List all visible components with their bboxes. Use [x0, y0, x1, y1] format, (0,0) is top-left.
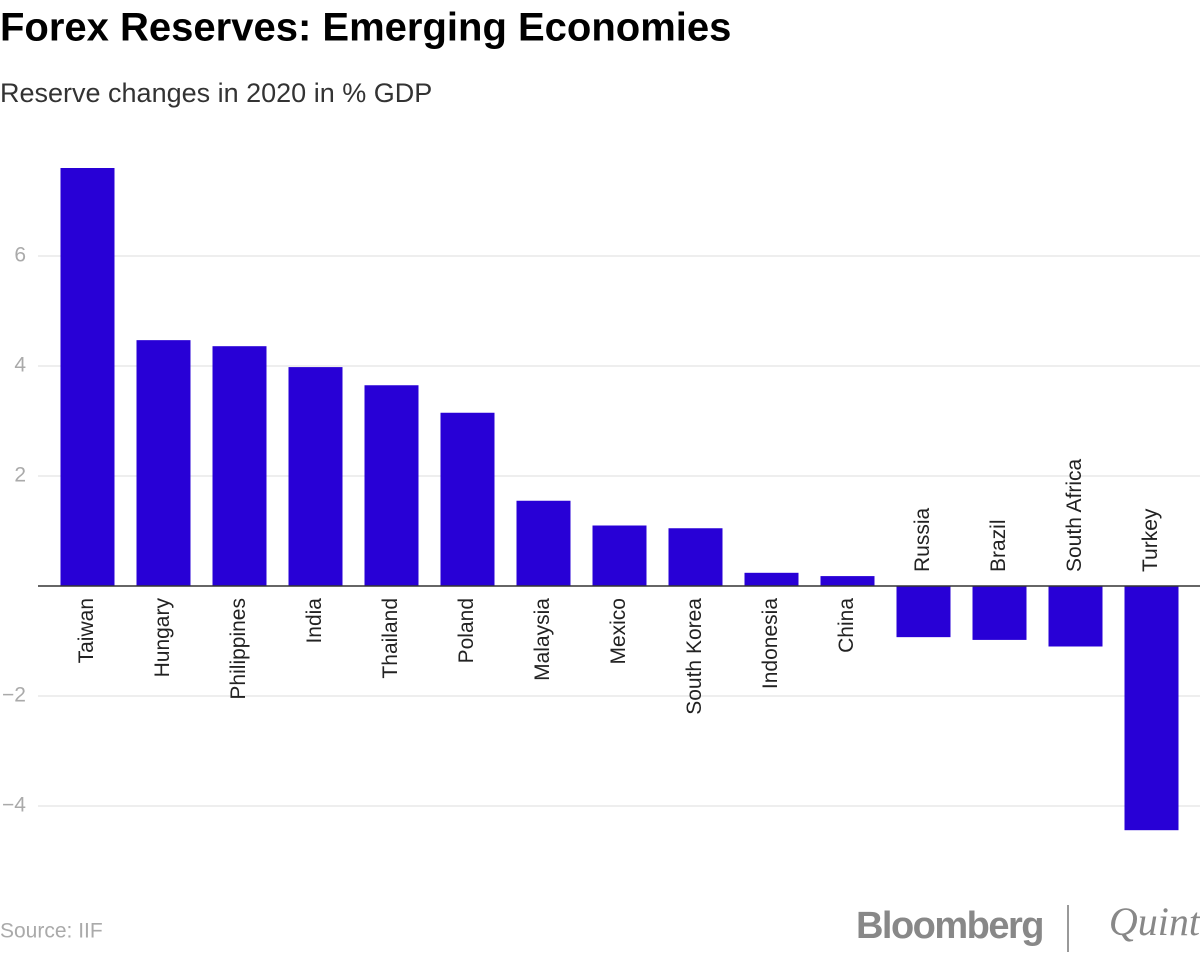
- bar: [820, 576, 875, 586]
- chart-subtitle: Reserve changes in 2020 in % GDP: [0, 78, 432, 108]
- bar: [1048, 586, 1103, 647]
- x-tick-label: Brazil: [987, 519, 1010, 572]
- bar: [1124, 586, 1179, 831]
- bar: [60, 168, 115, 586]
- y-tick-label: 2: [14, 464, 26, 487]
- x-tick-label: Turkey: [1139, 508, 1162, 572]
- bar: [896, 586, 951, 638]
- bar: [288, 367, 343, 586]
- x-tick-label: India: [303, 598, 326, 644]
- logo-brand: Bloomberg: [856, 905, 1043, 947]
- x-tick-label: Taiwan: [75, 598, 98, 663]
- chart-title: Forex Reserves: Emerging Economies: [0, 6, 731, 50]
- x-tick-label: Indonesia: [759, 598, 782, 689]
- bar: [212, 346, 267, 586]
- x-tick-label: China: [835, 598, 858, 653]
- x-tick-label: Thailand: [379, 598, 402, 679]
- bar: [972, 586, 1027, 640]
- x-tick-label: Malaysia: [531, 598, 554, 681]
- x-tick-label: Poland: [455, 598, 478, 663]
- x-tick-label: Russia: [911, 507, 934, 572]
- x-tick-label: Hungary: [151, 598, 174, 678]
- bar: [744, 572, 799, 586]
- bar: [516, 500, 571, 586]
- y-tick-label: 4: [14, 354, 26, 377]
- bar: [668, 528, 723, 586]
- bar: [592, 525, 647, 586]
- x-tick-label: Philippines: [227, 598, 250, 700]
- bar: [364, 385, 419, 586]
- bar: [136, 340, 191, 586]
- x-tick-label: Mexico: [607, 598, 630, 665]
- bar: [440, 412, 495, 586]
- logo-partner: Quint: [1109, 899, 1200, 944]
- y-tick-label: 6: [14, 244, 26, 267]
- x-tick-label: South Korea: [683, 598, 706, 715]
- x-tick-label: South Africa: [1063, 458, 1086, 572]
- y-tick-label: −4: [2, 794, 26, 817]
- y-tick-label: −2: [2, 684, 26, 707]
- source: Source: IIF: [0, 920, 103, 943]
